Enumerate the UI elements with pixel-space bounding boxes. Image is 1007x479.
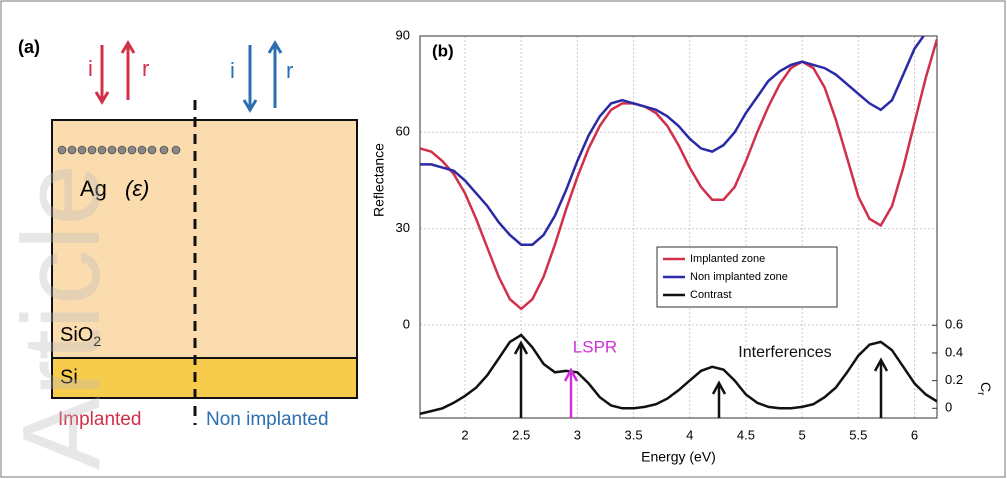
layer-label: SiO2 bbox=[60, 324, 101, 348]
y2-axis-label: Cr bbox=[975, 382, 994, 396]
legend-label: Contrast bbox=[690, 289, 732, 301]
panel-label: (b) bbox=[432, 41, 454, 60]
plot-area bbox=[420, 36, 937, 418]
panel-label: (a) bbox=[18, 37, 40, 57]
y2-tick-label: 0.2 bbox=[945, 372, 963, 387]
legend-label: Implanted zone bbox=[690, 253, 765, 265]
y2-tick-label: 0.6 bbox=[945, 317, 963, 332]
annotation: Interferences bbox=[738, 344, 831, 361]
x-tick-label: 2.5 bbox=[512, 427, 530, 442]
zone-label: Implanted bbox=[58, 409, 141, 430]
series-line bbox=[420, 333, 937, 416]
x-tick-label: 3.5 bbox=[625, 427, 643, 442]
x-tick-label: 3 bbox=[574, 427, 581, 442]
x-tick-label: 4.5 bbox=[737, 427, 755, 442]
beam-label: r bbox=[286, 58, 293, 83]
annotation-arrows bbox=[513, 340, 889, 418]
zone-label: Non implanted bbox=[206, 409, 329, 430]
x-tick-label: 5 bbox=[799, 427, 806, 442]
layer-label: Ag bbox=[80, 176, 107, 201]
y-axis-label: Reflectance bbox=[371, 143, 387, 217]
y2-axis-subscript: r bbox=[975, 392, 986, 396]
x-axis-label: Energy (eV) bbox=[641, 449, 716, 465]
x-tick-label: 4 bbox=[686, 427, 693, 442]
beam-label: r bbox=[142, 56, 149, 81]
y2-axis-label: C bbox=[978, 382, 994, 392]
y2-tick-label: 0.4 bbox=[945, 344, 963, 359]
series-line bbox=[420, 36, 926, 246]
y-tick-label: 60 bbox=[396, 124, 410, 139]
x-tick-label: 6 bbox=[911, 427, 918, 442]
y-tick-label: 0 bbox=[403, 316, 410, 331]
layer-subscript: 2 bbox=[93, 333, 101, 349]
nanoparticles bbox=[57, 145, 181, 155]
beam-label: i bbox=[230, 58, 235, 83]
layer-label: Si bbox=[60, 366, 78, 388]
legend-label: Non implanted zone bbox=[690, 271, 788, 283]
y-tick-label: 90 bbox=[396, 27, 410, 42]
plot-frame bbox=[419, 35, 938, 419]
si-layer bbox=[51, 357, 358, 399]
x-tick-label: 2 bbox=[461, 427, 468, 442]
beam-label: i bbox=[88, 56, 93, 81]
y2-tick-label: 0 bbox=[945, 400, 952, 415]
beam-arrows bbox=[94, 40, 283, 113]
plot: 2 2.5 3 3.5 4 4.5 5 5.5 6030609000.20.40.6Energy… bbox=[371, 27, 995, 465]
annotation: LSPR bbox=[573, 337, 617, 356]
legend-box bbox=[656, 246, 838, 308]
x-tick-label: 5.5 bbox=[849, 427, 867, 442]
watermark: Article bbox=[0, 164, 123, 470]
ag-layer bbox=[51, 119, 358, 359]
layer-label: (ε) bbox=[125, 176, 149, 201]
series-line bbox=[420, 38, 937, 311]
y-tick-label: 30 bbox=[396, 220, 410, 235]
layer-label: SiO bbox=[60, 324, 93, 346]
